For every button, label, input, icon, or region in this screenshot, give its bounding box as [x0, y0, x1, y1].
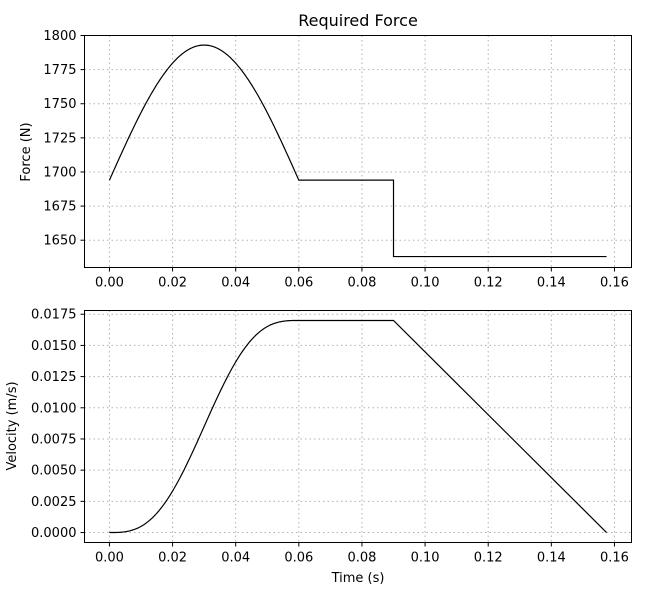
force-x-tick-label: 0.12 [474, 276, 503, 291]
force-x-tick-label: 0.14 [537, 276, 566, 291]
velocity-y-tick-label: 0.0125 [31, 370, 77, 385]
velocity-x-tick-label: 0.04 [221, 551, 250, 566]
velocity-x-tick-label: 0.16 [600, 551, 629, 566]
velocity-x-tick-label: 0.10 [411, 551, 440, 566]
velocity-x-axis-label: Time (s) [331, 571, 385, 586]
force-y-tick-label: 1700 [43, 165, 76, 180]
velocity-x-tick-label: 0.06 [284, 551, 313, 566]
force-x-tick-label: 0.04 [221, 276, 250, 291]
force-chart-title: Required Force [298, 11, 418, 30]
velocity-x-tick-label: 0.02 [158, 551, 187, 566]
force-series [108, 44, 607, 258]
force-x-tick-label: 0.02 [158, 276, 187, 291]
velocity-y-tick-label: 0.0075 [31, 432, 77, 447]
force-x-tick-label: 0.08 [347, 276, 376, 291]
velocity-axes-frame [84, 310, 632, 543]
force-y-tick-label: 1775 [43, 63, 76, 78]
force-panel: 0.00 0.02 0.04 0.06 0.08 0.10 0.12 0.14 0.16 1800… [19, 11, 632, 291]
velocity-y-tick-label: 0.0025 [31, 495, 77, 510]
force-y-tick-label: 1725 [43, 131, 76, 146]
velocity-series [109, 319, 607, 534]
force-y-tick-label: 1675 [43, 200, 76, 215]
force-x-tick-label: 0.00 [95, 276, 124, 291]
force-y-tick-label: 1800 [43, 29, 76, 44]
force-x-tick-label: 0.10 [411, 276, 440, 291]
force-y-axis-label: Force (N) [19, 122, 34, 181]
velocity-x-tick-label: 0.00 [95, 551, 124, 566]
velocity-series-line [109, 319, 607, 534]
force-x-tick-label: 0.16 [600, 276, 629, 291]
velocity-x-tick-label: 0.08 [347, 551, 376, 566]
force-axes-frame [84, 35, 632, 268]
velocity-grid [84, 310, 632, 543]
velocity-x-tick-label: 0.14 [537, 551, 566, 566]
velocity-panel: 0.00 0.02 0.04 0.06 0.08 0.10 0.12 0.14 0.16 0.01… [5, 308, 632, 586]
force-series-line [108, 44, 607, 258]
velocity-y-axis-label: Velocity (m/s) [5, 381, 20, 470]
force-grid [84, 35, 632, 268]
force-y-tick-label: 1750 [43, 97, 76, 112]
velocity-y-tick-label: 0.0175 [31, 308, 77, 323]
velocity-ticks: 0.00 0.02 0.04 0.06 0.08 0.10 0.12 0.14 0.16 0.01… [31, 308, 629, 566]
velocity-y-tick-label: 0.0100 [31, 401, 77, 416]
velocity-y-tick-label: 0.0000 [31, 526, 77, 541]
force-y-tick-label: 1650 [43, 234, 76, 249]
velocity-x-tick-label: 0.12 [474, 551, 503, 566]
velocity-y-tick-label: 0.0150 [31, 339, 77, 354]
force-ticks: 0.00 0.02 0.04 0.06 0.08 0.10 0.12 0.14 0.16 1800… [43, 29, 629, 291]
velocity-y-tick-label: 0.0050 [31, 464, 77, 479]
force-x-tick-label: 0.06 [284, 276, 313, 291]
